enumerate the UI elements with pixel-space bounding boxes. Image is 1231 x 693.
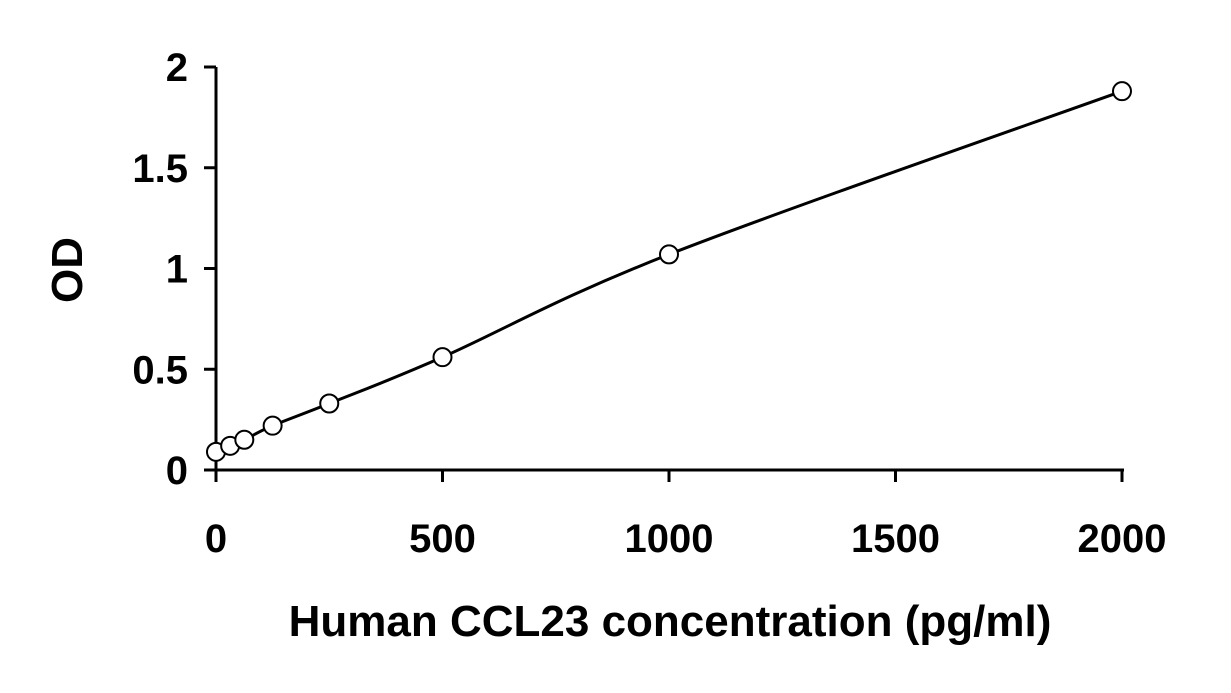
y-ticks: 0 0.5 1 1.5 2	[132, 46, 216, 493]
x-tick-label: 2000	[1078, 517, 1167, 561]
x-tick-label: 1500	[851, 517, 940, 561]
data-point	[234, 429, 255, 450]
y-tick-label: 1	[166, 248, 188, 292]
data-points	[206, 81, 1132, 462]
x-ticks: 0 500 1000 1500 2000	[205, 470, 1167, 561]
y-axis-title: OD	[43, 237, 92, 303]
x-tick-label: 500	[409, 517, 476, 561]
x-axis-title: Human CCL23 concentration (pg/ml)	[289, 597, 1052, 646]
data-point	[659, 244, 679, 265]
x-tick-label: 1000	[625, 517, 714, 561]
y-tick-label: 0	[166, 449, 188, 493]
fit-curve	[215, 89, 1123, 454]
y-tick-label: 2	[166, 46, 188, 90]
data-point	[432, 347, 453, 368]
x-tick-label: 0	[205, 517, 227, 561]
data-point	[262, 415, 283, 436]
y-tick-label: 1.5	[132, 147, 188, 191]
data-point	[1112, 81, 1132, 102]
axes	[214, 67, 1124, 472]
data-point	[319, 393, 340, 414]
y-tick-label: 0.5	[132, 348, 188, 392]
fit-curve-group	[215, 89, 1123, 454]
